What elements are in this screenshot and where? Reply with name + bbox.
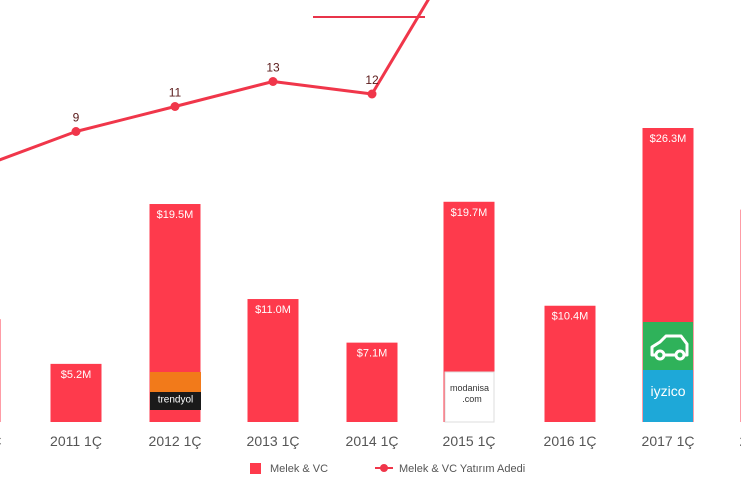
- modanisa-logo-box: [444, 371, 495, 423]
- count-point-2: [170, 102, 180, 111]
- company-logos: trendyol modanisa .com iyzico: [150, 322, 693, 423]
- legend: Melek & VC Melek & VC Yatırım Adedi: [250, 463, 525, 475]
- bar-value-label-7: $26.3M: [650, 133, 687, 145]
- iyzico-logo-box: [643, 370, 693, 422]
- category-label-8: 2018 1Ç: [740, 433, 741, 449]
- count-label-2: 11: [169, 86, 182, 100]
- count-point-1: [71, 127, 81, 136]
- legend-bar-label: Melek & VC: [270, 463, 328, 475]
- trendyol-logo: trendyol: [150, 372, 201, 410]
- count-label-1: 9: [73, 111, 80, 125]
- category-axis: 2010 1Ç 2011 1Ç 2012 1Ç 2013 1Ç 2014 1Ç 2015 …: [0, 433, 741, 449]
- trendyol-logo-text: trendyol: [158, 395, 194, 406]
- bar-1: [50, 363, 102, 422]
- legend-line-label: Melek & VC Yatırım Adedi: [399, 463, 525, 475]
- category-label-7: 2017 1Ç: [642, 433, 695, 449]
- bar-value-label-6: $10.4M: [552, 311, 589, 323]
- modanisa-logo-suffix: .com: [462, 394, 482, 404]
- bar-4: [346, 342, 398, 422]
- count-label-3: 13: [266, 61, 280, 75]
- category-label-5: 2015 1Ç: [443, 433, 496, 449]
- bar-value-label-3: $11.0M: [255, 304, 291, 316]
- bar-0: [0, 319, 1, 422]
- bar-value-label-4: $7.1M: [357, 348, 388, 360]
- bar-3: [247, 299, 299, 422]
- count-point-3: [268, 77, 278, 86]
- modanisa-logo-text: modanisa: [450, 383, 489, 393]
- legend-line-swatch-marker: [380, 464, 388, 472]
- bar-value-label-2: $19.5M: [157, 209, 194, 221]
- category-label-1: 2011 1Ç: [50, 433, 102, 449]
- bar-series: $5.2M $19.5M $11.0M $7.1M $19.7M $10.4M $26.3M: [0, 128, 741, 422]
- count-label-4: 12: [365, 73, 379, 87]
- line-series: 9111312253631: [0, 0, 430, 162]
- category-label-0: 2010 1Ç: [0, 433, 1, 449]
- iyzico-logo: iyzico: [643, 370, 693, 422]
- category-label-4: 2014 1Ç: [346, 433, 399, 449]
- trendyol-logo-bottom: [150, 392, 201, 410]
- iyzico-logo-text: iyzico: [650, 383, 685, 399]
- trendyol-logo-top: [150, 372, 201, 392]
- bar-6: [544, 305, 596, 422]
- car-icon: [650, 334, 689, 361]
- car-service-logo: [643, 322, 693, 370]
- bar-value-label-5: $19.7M: [451, 207, 488, 219]
- bar-value-label-1: $5.2M: [61, 369, 92, 381]
- modanisa-logo: modanisa .com: [444, 371, 495, 423]
- category-label-6: 2016 1Ç: [544, 433, 597, 449]
- legend-bar-swatch: [250, 463, 261, 474]
- category-label-3: 2013 1Ç: [247, 433, 300, 449]
- category-label-2: 2012 1Ç: [149, 433, 202, 449]
- count-point-4: [367, 89, 377, 99]
